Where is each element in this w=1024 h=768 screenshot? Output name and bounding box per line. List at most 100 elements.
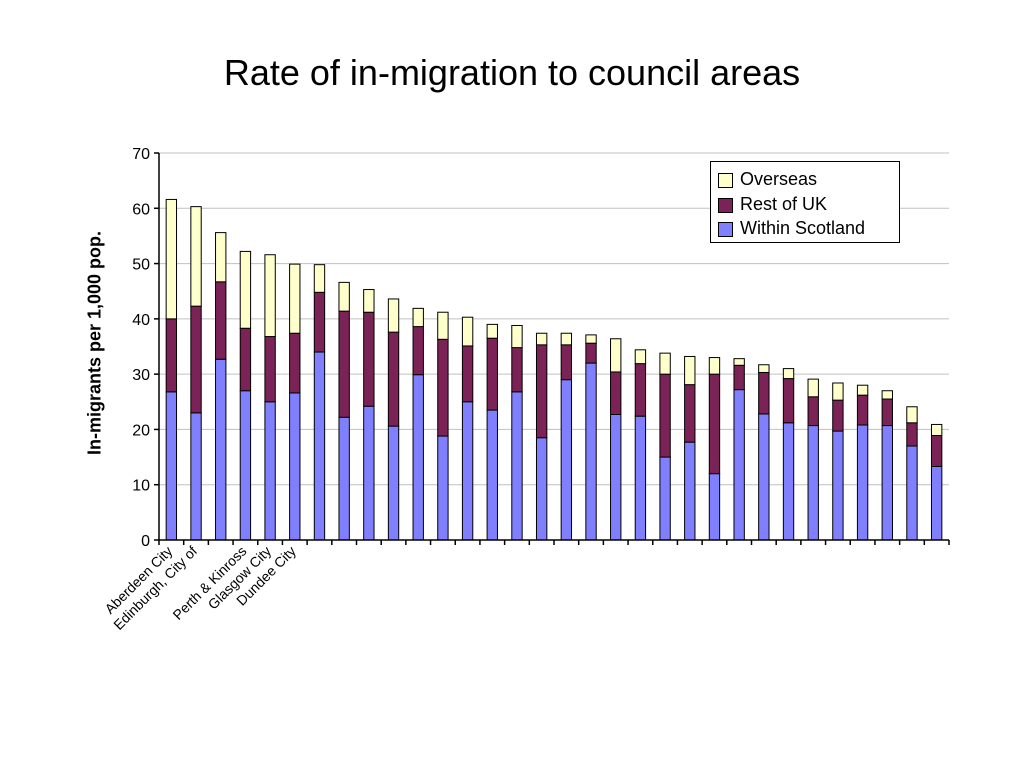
bar-segment-overseas — [313, 264, 326, 293]
bar-segment-overseas — [782, 368, 795, 380]
y-tick-label: 0 — [141, 533, 150, 550]
bar-segment-overseas — [560, 332, 573, 346]
bar-segment-overseas — [807, 378, 819, 398]
bar-segment-within-scotland — [387, 425, 400, 541]
bar-segment-overseas — [758, 364, 770, 373]
axes — [154, 152, 950, 545]
bar-segment-overseas — [461, 316, 474, 347]
bar-segment-within-scotland — [930, 465, 943, 541]
bar-segment-within-scotland — [313, 351, 326, 541]
bar-segment-overseas — [363, 289, 375, 313]
bar-segment-within-scotland — [486, 409, 498, 541]
bar-segment-rest-of-uk — [437, 338, 449, 437]
bar-segment-within-scotland — [585, 362, 597, 541]
bar-segment-rest-of-uk — [560, 344, 573, 381]
bar-segment-overseas — [634, 349, 647, 365]
bar-segment-overseas — [165, 198, 178, 320]
bar-segment-rest-of-uk — [708, 373, 721, 475]
bar-segment-rest-of-uk — [881, 398, 893, 427]
bar-segment-within-scotland — [363, 405, 375, 541]
bar-segment-rest-of-uk — [190, 305, 202, 414]
bar-segment-overseas — [708, 357, 721, 375]
bar-segment-within-scotland — [511, 391, 523, 541]
y-tick-label: 20 — [132, 422, 150, 439]
bar-segment-overseas — [585, 334, 597, 344]
bar-segment-overseas — [535, 332, 548, 346]
bar-segment-rest-of-uk — [313, 291, 326, 353]
bar-segment-within-scotland — [535, 437, 548, 541]
bar-segment-within-scotland — [906, 445, 918, 541]
bar-segment-within-scotland — [239, 390, 252, 541]
bar-segment-within-scotland — [610, 414, 622, 541]
bar-segment-within-scotland — [708, 473, 721, 541]
bar-segment-overseas — [610, 338, 622, 373]
legend-label-within-scotland: Within Scotland — [740, 218, 866, 238]
bar-segment-within-scotland — [758, 413, 770, 541]
bar-segment-rest-of-uk — [165, 318, 178, 393]
bar-segment-within-scotland — [881, 425, 893, 541]
bar-segment-overseas — [190, 206, 202, 307]
legend-label-rest-of-uk: Rest of UK — [740, 194, 828, 214]
bar-segment-rest-of-uk — [610, 371, 622, 416]
bar-segment-rest-of-uk — [856, 394, 869, 426]
bar-segment-rest-of-uk — [387, 331, 400, 427]
y-tick-labels: 0 10 20 30 40 50 60 70 — [132, 146, 150, 550]
bar-segment-rest-of-uk — [289, 332, 301, 394]
legend-label-overseas: Overseas — [740, 169, 818, 189]
bar-segment-within-scotland — [461, 401, 474, 541]
bar-segment-rest-of-uk — [906, 422, 918, 447]
bar-segment-rest-of-uk — [338, 310, 350, 418]
bar-segment-within-scotland — [832, 430, 844, 541]
bar-segment-within-scotland — [264, 401, 276, 541]
bar-segment-within-scotland — [634, 415, 647, 541]
bar-segment-rest-of-uk — [684, 384, 696, 443]
bar-segment-within-scotland — [560, 379, 573, 541]
bar-segment-overseas — [881, 390, 893, 400]
bar-segment-rest-of-uk — [412, 326, 424, 376]
bar-segment-overseas — [412, 307, 424, 328]
bar-segment-within-scotland — [215, 358, 227, 541]
bar-segment-within-scotland — [659, 456, 671, 541]
bar-segment-overseas — [733, 358, 745, 366]
bar-segment-rest-of-uk — [486, 337, 498, 411]
legend: Overseas Rest of UK Within Scotland — [710, 161, 900, 243]
bar-segment-within-scotland — [412, 374, 424, 541]
bar-segment-rest-of-uk — [832, 399, 844, 432]
bar-segment-rest-of-uk — [215, 281, 227, 360]
bar-segment-rest-of-uk — [239, 327, 252, 392]
bar-segment-overseas — [659, 352, 671, 375]
bar-segment-within-scotland — [807, 425, 819, 541]
bar-segment-rest-of-uk — [535, 344, 548, 439]
bar-segment-rest-of-uk — [264, 336, 276, 403]
bar-segment-within-scotland — [684, 441, 696, 541]
bar-segment-rest-of-uk — [363, 311, 375, 407]
bar-segment-rest-of-uk — [782, 378, 795, 424]
bar-segment-rest-of-uk — [659, 373, 671, 458]
y-tick-label: 10 — [132, 478, 150, 495]
bar-segment-overseas — [684, 355, 696, 386]
bar-segment-within-scotland — [289, 392, 301, 541]
bar-segment-within-scotland — [437, 435, 449, 541]
y-tick-label: 60 — [132, 201, 150, 218]
legend-swatch-within-scotland — [718, 222, 733, 237]
bar-segment-rest-of-uk — [634, 363, 647, 417]
bar-segment-within-scotland — [165, 391, 178, 541]
bar-segment-rest-of-uk — [511, 347, 523, 393]
bar-segment-within-scotland — [338, 416, 350, 541]
y-tick-label: 70 — [132, 146, 150, 163]
y-tick-label: 50 — [132, 257, 150, 274]
bar-segment-within-scotland — [733, 389, 745, 541]
bar-segment-overseas — [264, 254, 276, 338]
bar-segment-overseas — [239, 250, 252, 329]
bar-segment-overseas — [289, 263, 301, 334]
bar-segment-overseas — [387, 298, 400, 333]
bar-segment-overseas — [511, 324, 523, 349]
y-tick-label: 30 — [132, 367, 150, 384]
y-axis-label: In-migrants per 1,000 pop. — [84, 230, 105, 456]
chart-title: Rate of in-migration to council areas — [223, 52, 801, 93]
bar-segment-rest-of-uk — [461, 345, 474, 403]
bar-segment-within-scotland — [190, 412, 202, 541]
legend-swatch-overseas — [718, 173, 733, 188]
